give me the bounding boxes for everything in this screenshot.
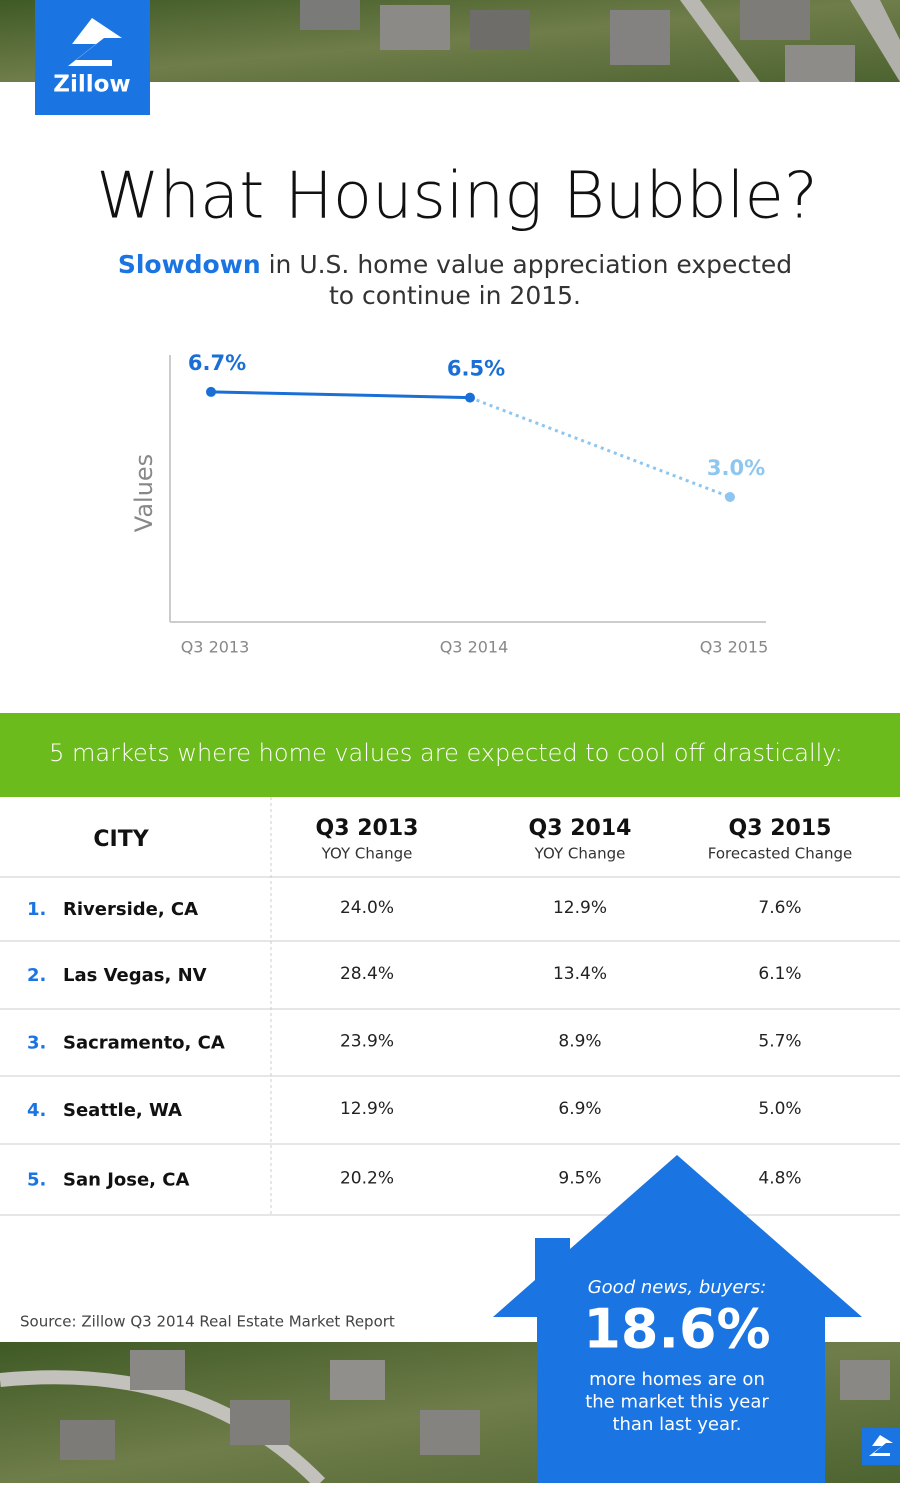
callout-line: more homes are on: [589, 1369, 765, 1390]
x-tick-label: Q3 2013: [181, 638, 250, 657]
y-axis-label: Values: [130, 454, 158, 532]
subtitle-highlight-text: Slowdown: [118, 250, 261, 279]
subtitle-line: to continue in 2015.: [329, 281, 581, 310]
title: What Housing Bubble?: [96, 160, 818, 234]
cell: 6.1%: [758, 964, 801, 984]
callout-line: than last year.: [612, 1414, 741, 1435]
city: Las Vegas, NV: [63, 965, 207, 986]
brand: Zillow: [53, 72, 130, 98]
value-label: 6.7%: [188, 351, 246, 375]
cell: 8.9%: [558, 1032, 601, 1052]
callout-intro: Good news, buyers:: [588, 1277, 767, 1298]
header-sub: Forecasted Change: [708, 845, 852, 863]
subtitle-text: in U.S. home value appreciation expected: [269, 250, 793, 279]
house-callout: [493, 1155, 862, 1483]
row-number: 3.: [27, 1033, 46, 1054]
header-col: Q3 2013: [316, 816, 419, 841]
cell: 28.4%: [340, 964, 394, 984]
cell: 23.9%: [340, 1032, 394, 1052]
row-number: 4.: [27, 1100, 46, 1121]
table: CITY Q3 2013 YOY Change Q3 2014 YOY Change Q…: [0, 797, 900, 1216]
cell: 7.6%: [758, 898, 801, 918]
cell: 6.9%: [558, 1099, 601, 1119]
row-number: 2.: [27, 965, 46, 986]
cell: 9.5%: [558, 1169, 601, 1189]
header-sub: YOY Change: [321, 845, 413, 863]
row-number: 1.: [27, 899, 46, 920]
cell: 13.4%: [553, 964, 607, 984]
city: Sacramento, CA: [63, 1033, 225, 1054]
subtitle: Slowdown in U.S. home value appreciation…: [118, 250, 792, 279]
callout-line: the market this year: [585, 1392, 769, 1413]
x-tick-label: Q3 2015: [700, 638, 769, 657]
line-segment: [210, 390, 471, 400]
cell: 12.9%: [553, 898, 607, 918]
cell: 20.2%: [340, 1169, 394, 1189]
header-sub: YOY Change: [534, 845, 626, 863]
point: [206, 386, 216, 397]
city: San Jose, CA: [63, 1170, 189, 1191]
header-col: Q3 2014: [529, 816, 632, 841]
row-number: 5.: [27, 1170, 46, 1191]
line-segment: [469, 396, 731, 499]
city: Riverside, CA: [63, 899, 198, 920]
subtitle-highlight: Slowdown in U.S. home value appreciation…: [118, 250, 792, 279]
cell: 12.9%: [340, 1099, 394, 1119]
logo: Zillow: [35, 0, 150, 115]
header-city: CITY: [93, 827, 149, 852]
value-label: 6.5%: [447, 357, 505, 381]
cell: 4.8%: [758, 1169, 801, 1189]
point: [725, 492, 735, 503]
line-chart: Values 6.7% Q3 2013 6.5% Q3 2014 3.0% Q3 2015: [130, 351, 768, 657]
point: [465, 392, 475, 403]
callout-stat: 18.6%: [583, 1298, 770, 1361]
x-tick-label: Q3 2014: [440, 638, 509, 657]
cell: 24.0%: [340, 898, 394, 918]
cell: 5.0%: [758, 1099, 801, 1119]
banner-bg: [0, 713, 900, 797]
banner: 5 markets where home values are expected…: [49, 739, 843, 767]
cell: 5.7%: [758, 1032, 801, 1052]
value-label: 3.0%: [707, 456, 765, 480]
city: Seattle, WA: [63, 1100, 182, 1121]
header-col: Q3 2015: [729, 816, 832, 841]
source: Source: Zillow Q3 2014 Real Estate Marke…: [20, 1313, 395, 1331]
small-logo: [862, 1428, 900, 1465]
